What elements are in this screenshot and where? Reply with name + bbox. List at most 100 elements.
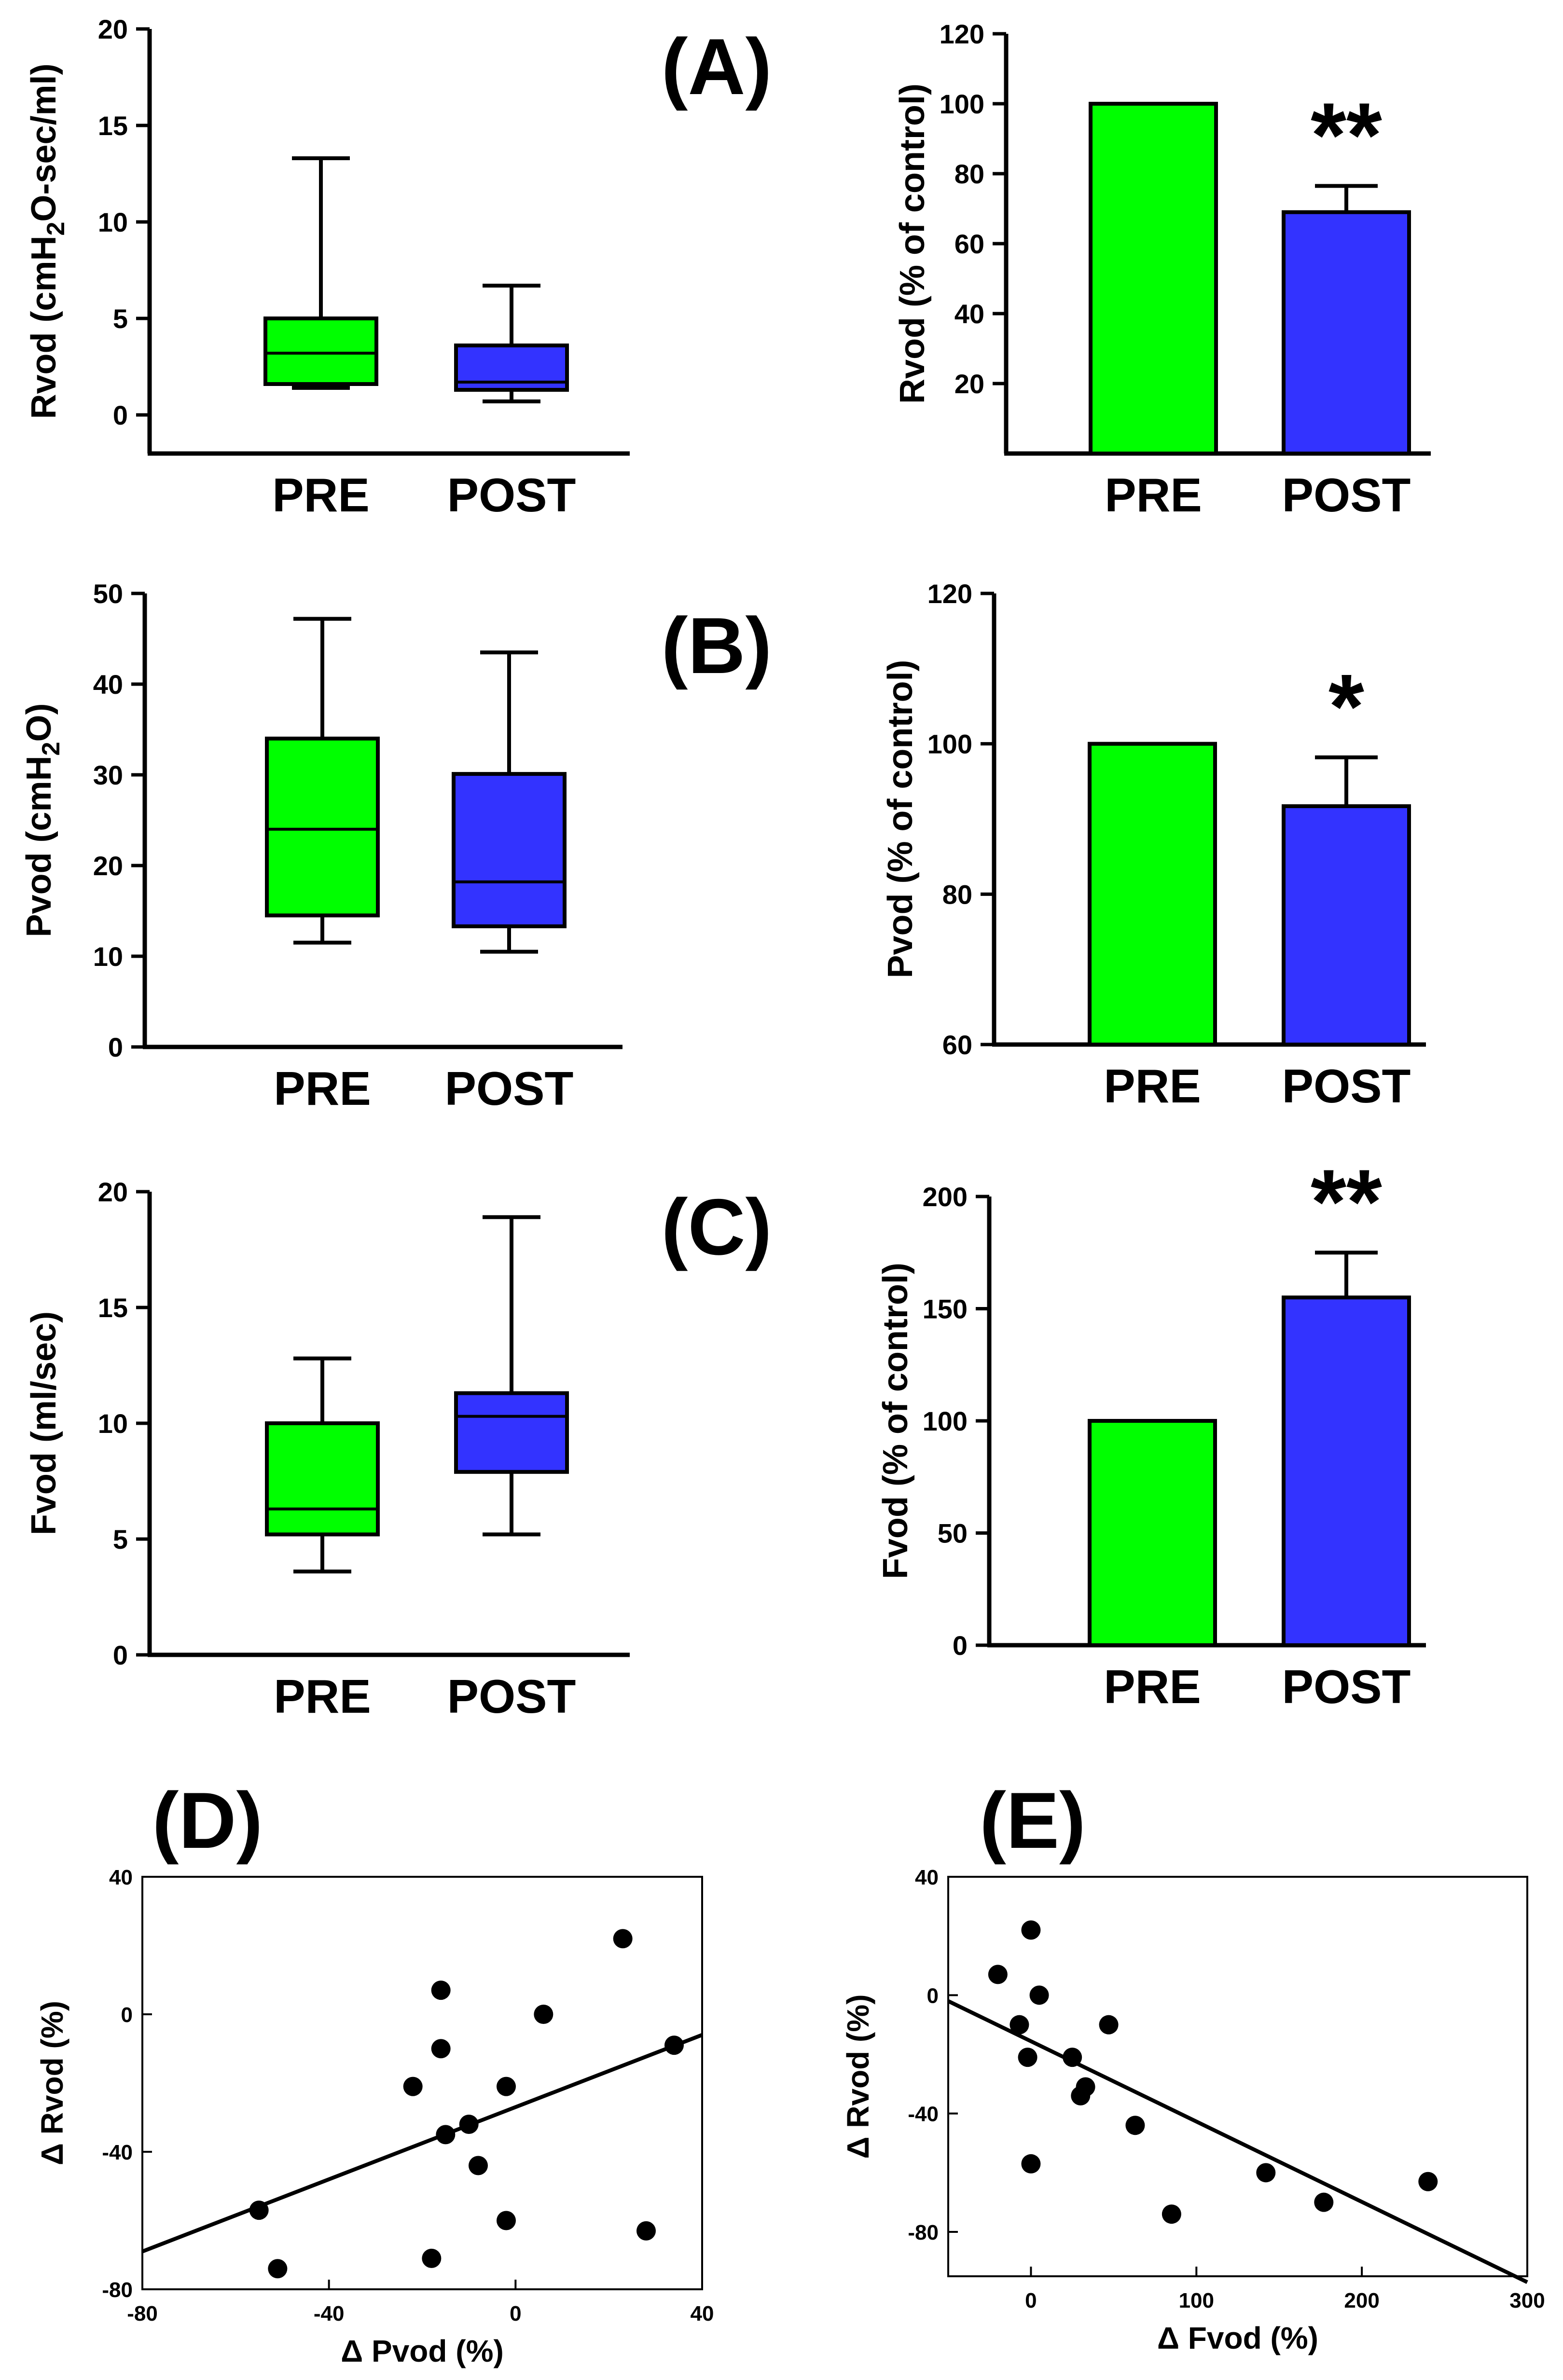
y-tick-label: -80	[102, 2278, 133, 2302]
y-tick-label: 0	[121, 2003, 133, 2027]
y-tick-label: 15	[98, 110, 128, 141]
y-tick-label: 200	[923, 1182, 968, 1212]
y-tick-label: 10	[98, 1408, 128, 1439]
significance-marker: **	[1311, 84, 1382, 186]
x-category-label: POST	[447, 1670, 576, 1723]
y-tick-label: 40	[109, 1866, 133, 1889]
y-tick-label: 20	[93, 851, 123, 881]
y-tick-label: 60	[954, 229, 984, 259]
y-tick-label: 20	[954, 369, 984, 399]
y-tick-label: 20	[98, 14, 128, 44]
box-post	[454, 284, 569, 403]
y-tick-label: 40	[915, 1866, 939, 1889]
x-category-label: PRE	[1105, 468, 1202, 522]
data-point	[1018, 2048, 1037, 2067]
x-category-label: PRE	[1104, 1660, 1201, 1713]
data-point	[497, 2211, 516, 2230]
y-tick-label: 80	[942, 879, 972, 909]
regression-line	[947, 1999, 1528, 2284]
y-tick-label: 15	[98, 1293, 128, 1323]
regression-line	[141, 2033, 703, 2254]
x-axis-label: Δ Fvod (%)	[1157, 2321, 1318, 2355]
y-tick-label: 40	[93, 669, 123, 700]
y-tick-label: 0	[113, 400, 128, 430]
data-point	[497, 2077, 516, 2096]
panel-label: (D)	[152, 1776, 263, 1865]
bar-post	[1282, 1295, 1411, 1647]
data-point	[988, 1965, 1008, 1984]
iqr-box	[454, 1391, 569, 1474]
data-point	[1063, 2048, 1082, 2067]
box-pre	[263, 156, 378, 390]
data-point	[1076, 2077, 1095, 2097]
y-tick-label: -40	[102, 2141, 133, 2164]
y-tick-label: 5	[113, 303, 128, 334]
y-tick-label: 10	[98, 207, 128, 237]
x-tick-label: 0	[1025, 2289, 1037, 2312]
data-point	[1010, 2015, 1029, 2035]
bar-pre	[1088, 742, 1217, 1046]
iqr-box	[263, 316, 378, 386]
data-point	[249, 2201, 269, 2220]
y-tick-label: 60	[942, 1030, 972, 1060]
y-tick-label: 20	[98, 1177, 128, 1207]
data-point	[1256, 2163, 1276, 2183]
y-tick-label: 0	[108, 1032, 123, 1062]
data-point	[636, 2221, 656, 2241]
y-axis-label: Pvod (% of control)	[881, 660, 920, 978]
data-point	[436, 2125, 456, 2145]
box-post	[454, 1215, 569, 1537]
data-point	[1021, 1920, 1041, 1940]
y-tick-label: 150	[923, 1294, 968, 1324]
y-tick-label: 80	[954, 159, 984, 189]
y-axis-label: Fvod (ml/sec)	[25, 1311, 63, 1535]
iqr-box	[265, 1421, 380, 1537]
data-point	[1125, 2116, 1145, 2135]
bar-pre	[1088, 1419, 1217, 1647]
y-tick-label: 100	[940, 89, 984, 119]
x-category-label: PRE	[272, 468, 370, 522]
x-category-label: POST	[1282, 1660, 1411, 1713]
y-axis-label: Pvod (cmH2O)	[20, 703, 65, 937]
x-tick-label: 100	[1179, 2289, 1214, 2312]
data-point	[431, 1981, 451, 2000]
data-point	[459, 2115, 479, 2134]
data-point	[1021, 2154, 1041, 2174]
y-tick-label: 100	[923, 1406, 968, 1436]
y-tick-label: 0	[953, 1630, 968, 1661]
data-point	[1029, 1985, 1049, 2005]
x-category-label: PRE	[274, 1670, 371, 1723]
bar-post	[1282, 804, 1411, 1046]
data-point	[431, 2039, 451, 2059]
plot-frame	[141, 1876, 703, 2290]
box-post	[452, 650, 567, 954]
y-tick-label: 50	[938, 1518, 968, 1549]
data-point	[664, 2036, 684, 2055]
bar-pre	[1089, 102, 1218, 455]
y-tick-label: 5	[113, 1524, 128, 1555]
data-point	[1099, 2015, 1119, 2035]
data-point	[534, 2005, 553, 2024]
data-point	[268, 2259, 288, 2279]
data-point	[403, 2077, 423, 2096]
x-tick-label: 300	[1509, 2289, 1545, 2312]
x-tick-label: 40	[691, 2302, 714, 2325]
x-category-label: POST	[1282, 468, 1411, 522]
chart-d: -80 -40 0 40 -80 -40 0 40 Δ Pvod (%) Δ Rvod (%)	[35, 1866, 714, 2368]
panel-label: (B)	[661, 601, 772, 690]
y-axis-label: Rvod (cmH2O-sec/ml)	[25, 63, 70, 419]
x-category-label: POST	[447, 468, 576, 522]
chart-c-left: 0 5 10 15 20 PRE POST Fvod (ml/sec)	[25, 1177, 630, 1723]
y-tick-label: 120	[927, 578, 972, 609]
x-category-label: PRE	[1104, 1059, 1201, 1113]
y-tick-label: 40	[954, 299, 984, 329]
x-category-label: POST	[1282, 1059, 1411, 1113]
y-tick-label: 30	[93, 760, 123, 790]
significance-marker: **	[1311, 1151, 1382, 1253]
x-category-label: POST	[445, 1062, 574, 1115]
y-tick-label: -40	[908, 2103, 939, 2126]
chart-b-left: 0 10 20 30 40 50 PRE POST Pvod (cmH2O)	[20, 578, 622, 1115]
box-pre	[265, 1356, 380, 1574]
